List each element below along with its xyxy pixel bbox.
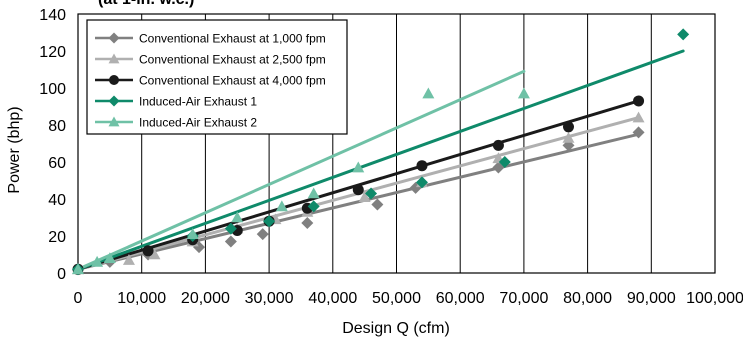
- data-point: [91, 255, 104, 267]
- x-tick-label: 40,000: [308, 290, 357, 307]
- data-point: [498, 156, 511, 168]
- data-point: [103, 252, 116, 263]
- data-point: [352, 184, 364, 196]
- y-tick-labels: 0 20 40 60 80 100 120 140: [39, 7, 66, 283]
- x-tick-label: 80,000: [563, 290, 612, 307]
- x-tick-label: 30,000: [245, 290, 294, 307]
- y-tick-label: 80: [48, 118, 66, 135]
- data-point: [307, 200, 320, 213]
- y-tick-label: 60: [48, 155, 66, 172]
- x-tick-label: 20,000: [181, 290, 230, 307]
- legend-label: Induced-Air Exhaust 1: [139, 95, 257, 109]
- data-point: [492, 139, 504, 151]
- data-point: [632, 126, 645, 139]
- legend-label: Conventional Exhaust at 1,000 fpm: [139, 32, 326, 46]
- x-tick-label: 70,000: [499, 290, 548, 307]
- data-point: [352, 161, 365, 173]
- y-axis-title: Power (bhp): [6, 106, 23, 193]
- legend-marker: [108, 53, 120, 64]
- y-tick-label: 100: [39, 81, 66, 98]
- legend-marker: [108, 95, 120, 107]
- data-point: [307, 187, 320, 199]
- x-tick-label: 100,000: [686, 290, 743, 307]
- data-point: [562, 131, 575, 143]
- data-point: [224, 235, 237, 248]
- legend-marker: [109, 75, 119, 85]
- legend-marker: [108, 32, 120, 44]
- data-markers: [72, 28, 690, 276]
- data-point: [517, 87, 530, 99]
- data-point: [148, 248, 161, 260]
- data-point: [122, 254, 135, 265]
- data-point: [562, 121, 574, 133]
- x-tick-label: 90,000: [627, 290, 676, 307]
- legend-label: Conventional Exhaust at 2,500 fpm: [139, 53, 326, 67]
- data-point: [416, 160, 428, 172]
- data-point: [256, 228, 269, 241]
- data-point: [633, 95, 645, 107]
- data-point: [371, 198, 384, 211]
- data-point: [224, 222, 237, 235]
- data-point: [142, 245, 154, 257]
- legend: Conventional Exhaust at 1,000 fpm Convent…: [86, 19, 348, 135]
- chart-title: (at 1-in. w.c.): [98, 0, 194, 8]
- data-point: [263, 215, 276, 228]
- y-tick-label: 140: [39, 7, 66, 24]
- data-point: [365, 187, 378, 200]
- y-tick-label: 20: [48, 229, 66, 246]
- data-point: [231, 211, 244, 223]
- legend-marker: [108, 116, 120, 127]
- x-tick-label: 60,000: [436, 290, 485, 307]
- data-point: [632, 111, 645, 123]
- series-fit-line: [76, 49, 685, 271]
- data-point: [72, 263, 84, 275]
- x-tick-label: 50,000: [372, 290, 421, 307]
- data-point: [186, 228, 199, 239]
- data-point: [358, 191, 371, 202]
- data-point: [422, 87, 435, 99]
- data-point: [275, 200, 288, 212]
- series-fit-line: [76, 132, 641, 271]
- x-tick-label: 0: [74, 290, 83, 307]
- data-point: [301, 217, 314, 230]
- data-point: [415, 176, 428, 189]
- legend-label: Induced-Air Exhaust 2: [139, 116, 257, 130]
- y-tick-label: 40: [48, 192, 66, 209]
- x-tick-label: 10,000: [117, 290, 166, 307]
- x-tick-labels: 0 10,000 20,000 30,000 40,000 50,000 60,000 70,…: [74, 290, 743, 307]
- y-tick-label: 120: [39, 44, 66, 61]
- plot-area: [77, 13, 716, 274]
- legend-label: Conventional Exhaust at 4,000 fpm: [139, 74, 326, 88]
- y-tick-label: 0: [57, 266, 66, 283]
- x-axis-title: Design Q (cfm): [342, 320, 450, 337]
- data-point: [677, 28, 690, 41]
- series-fit-line: [76, 69, 526, 271]
